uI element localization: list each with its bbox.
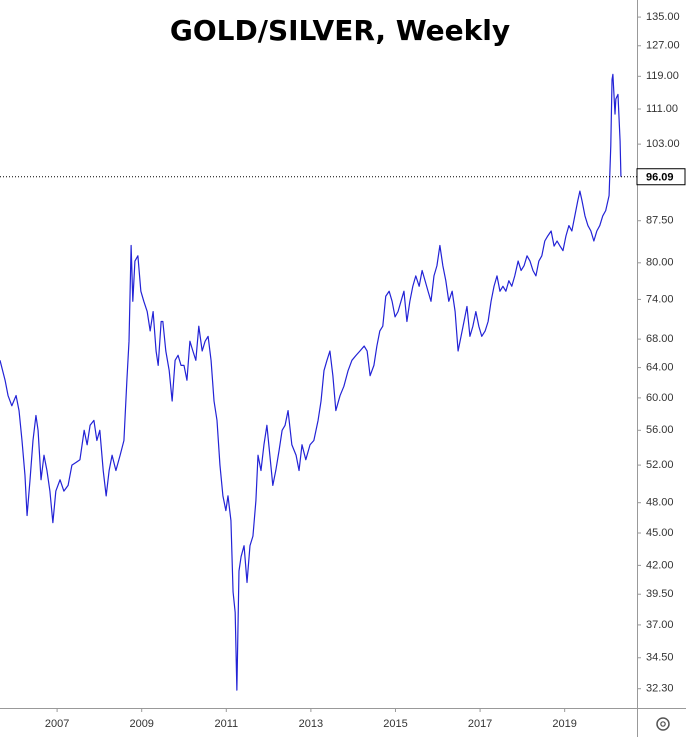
- y-tick-label: 74.00: [646, 293, 674, 305]
- x-tick-label: 2009: [129, 718, 153, 730]
- y-tick-label: 80.00: [646, 257, 674, 269]
- x-tick-label: 2007: [45, 718, 69, 730]
- y-tick-label: 103.00: [646, 138, 680, 150]
- y-tick-label: 42.00: [646, 559, 674, 571]
- y-tick-label: 60.00: [646, 392, 674, 404]
- x-tick-label: 2019: [552, 718, 576, 730]
- y-tick-label: 135.00: [646, 11, 680, 23]
- y-tick-label: 39.50: [646, 588, 674, 600]
- y-tick-label: 56.00: [646, 424, 674, 436]
- y-tick-label: 64.00: [646, 361, 674, 373]
- y-tick-label: 52.00: [646, 459, 674, 471]
- y-tick-label: 37.00: [646, 619, 674, 631]
- y-tick-label: 127.00: [646, 40, 680, 52]
- y-tick-label: 32.30: [646, 683, 674, 695]
- chart-title: GOLD/SILVER, Weekly: [170, 14, 510, 47]
- y-tick-label: 119.00: [646, 70, 679, 82]
- y-tick-label: 111.00: [646, 103, 678, 115]
- y-tick-label: 45.00: [646, 527, 674, 539]
- y-tick-label: 68.00: [646, 333, 674, 345]
- settings-icon[interactable]: [656, 717, 670, 731]
- y-tick-label: 48.00: [646, 497, 674, 509]
- gear-ring: [656, 717, 670, 731]
- y-tick-label: 34.50: [646, 652, 674, 664]
- x-tick-label: 2017: [468, 718, 492, 730]
- x-tick-label: 2013: [299, 718, 323, 730]
- gear-hub: [660, 721, 666, 727]
- last-value-box: [636, 168, 686, 186]
- last-value-label: 96.09: [646, 172, 674, 184]
- price-line: [0, 73, 622, 691]
- y-tick-label: 87.50: [646, 215, 674, 227]
- x-tick-label: 2015: [383, 718, 407, 730]
- x-tick-label: 2011: [214, 718, 238, 730]
